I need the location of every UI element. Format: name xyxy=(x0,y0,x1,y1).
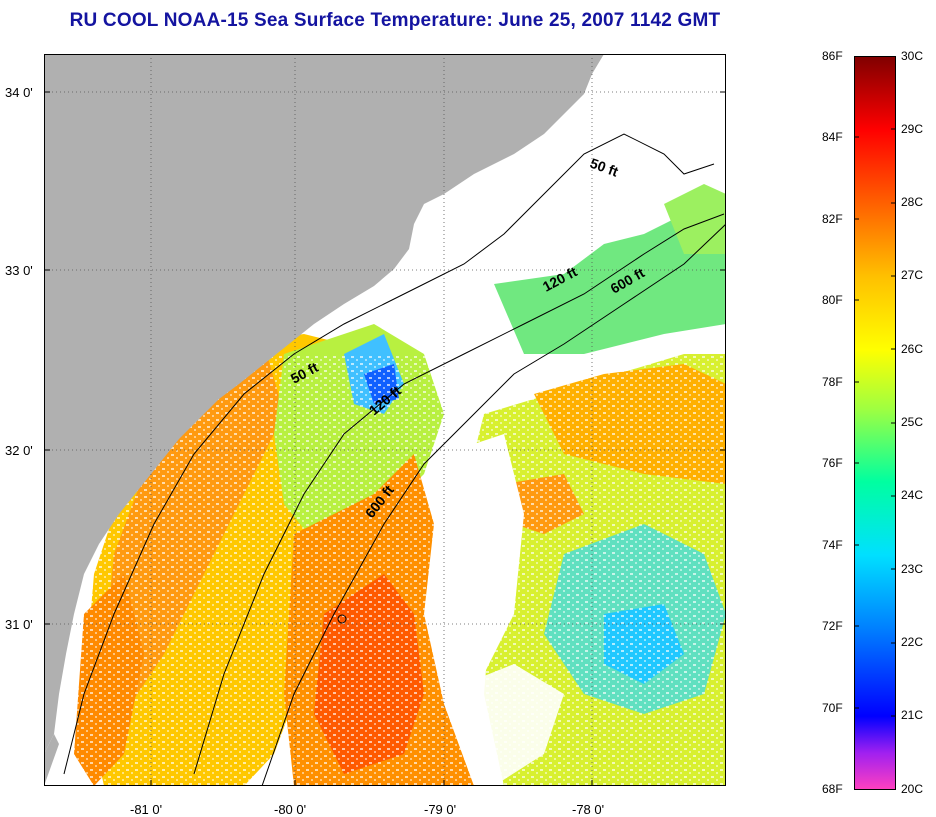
cb-f-70: 70F xyxy=(822,701,843,715)
colorbar xyxy=(854,56,896,790)
cb-c-25: 25C xyxy=(901,415,924,429)
lat-label-33: 33 0' xyxy=(5,263,33,278)
cb-c-22: 22C xyxy=(901,635,924,649)
isobath-lines xyxy=(63,133,726,786)
cb-c-23: 23C xyxy=(901,562,924,576)
page-title: RU COOL NOAA-15 Sea Surface Temperature:… xyxy=(69,10,721,31)
cb-c-21: 21C xyxy=(901,708,924,722)
land-mass xyxy=(44,54,604,754)
cb-f-74: 74F xyxy=(822,538,843,552)
cb-c-27: 27C xyxy=(901,268,924,282)
lon-label-81: -81 0' xyxy=(130,802,163,817)
lon-label-80: -80 0' xyxy=(274,802,307,817)
cb-c-26: 26C xyxy=(901,342,924,356)
lat-label-31: 31 0' xyxy=(5,617,33,632)
cb-f-76: 76F xyxy=(822,456,843,470)
lon-label-79: -79 0' xyxy=(424,802,457,817)
cb-f-72: 72F xyxy=(822,619,843,633)
lat-label-34: 34 0' xyxy=(5,85,33,100)
sst-map[interactable]: 50 ft 120 ft 600 ft 50 ft 120 ft 600 ft xyxy=(44,54,726,786)
cb-c-29: 29C xyxy=(901,122,924,136)
land-strip-south xyxy=(44,734,59,786)
cb-c-30: 30C xyxy=(901,49,924,63)
cb-f-82: 82F xyxy=(822,212,843,226)
cb-f-68: 68F xyxy=(822,782,843,796)
cb-f-84: 84F xyxy=(822,130,843,144)
cb-f-78: 78F xyxy=(822,375,843,389)
cb-c-20: 20C xyxy=(901,782,924,796)
lat-label-32: 32 0' xyxy=(5,443,33,458)
cb-c-28: 28C xyxy=(901,195,924,209)
cb-f-80: 80F xyxy=(822,293,843,307)
graticule xyxy=(44,54,726,786)
cb-c-24: 24C xyxy=(901,488,924,502)
cb-f-86: 86F xyxy=(822,49,843,63)
station-marker xyxy=(337,614,347,624)
lon-label-78: -78 0' xyxy=(572,802,605,817)
